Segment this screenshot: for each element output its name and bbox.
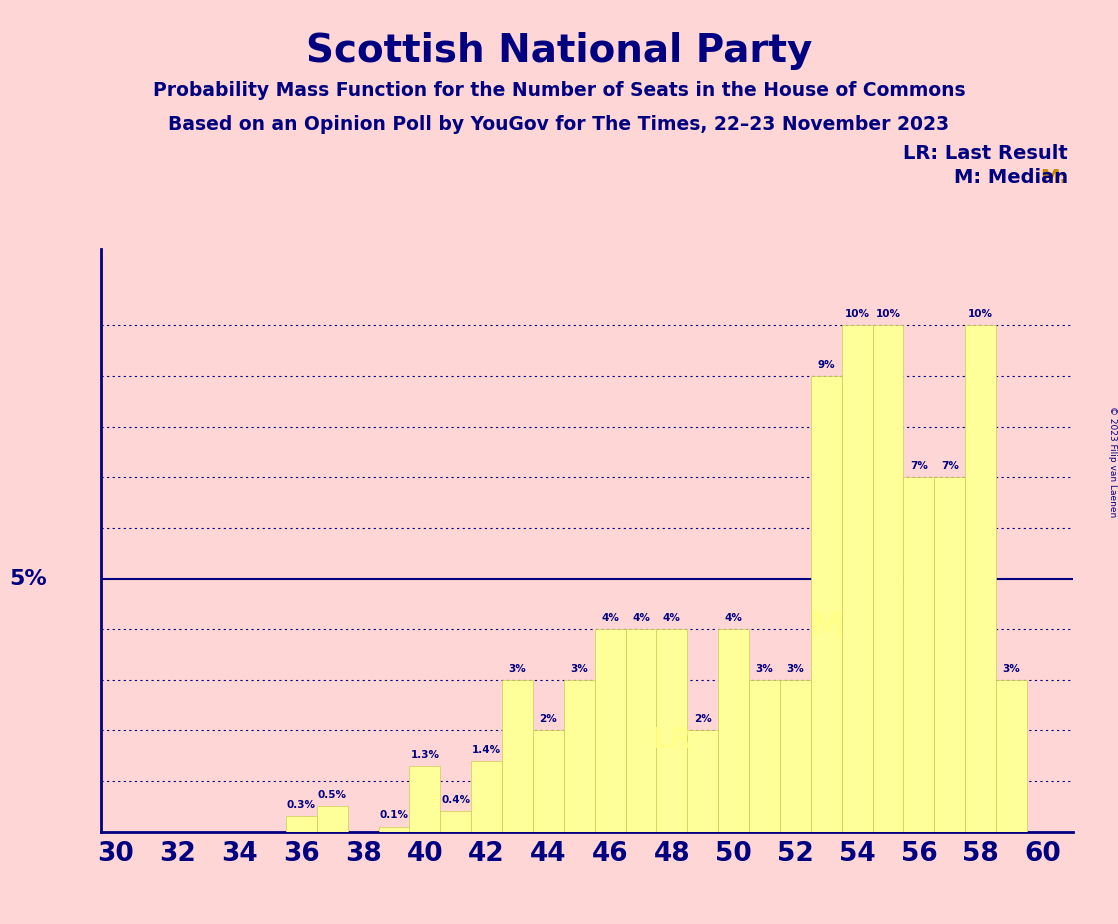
Bar bbox=[965, 325, 996, 832]
Bar bbox=[749, 680, 780, 832]
Text: 0.3%: 0.3% bbox=[287, 800, 315, 810]
Text: M: Median: M: Median bbox=[954, 168, 1068, 188]
Text: 10%: 10% bbox=[968, 310, 993, 320]
Text: 0.4%: 0.4% bbox=[442, 796, 471, 806]
Text: 4%: 4% bbox=[663, 613, 681, 623]
Text: 3%: 3% bbox=[756, 663, 774, 674]
Bar bbox=[780, 680, 811, 832]
Bar bbox=[563, 680, 595, 832]
Text: 1.3%: 1.3% bbox=[410, 749, 439, 760]
Text: 4%: 4% bbox=[632, 613, 650, 623]
Text: 7%: 7% bbox=[910, 461, 928, 471]
Bar bbox=[440, 811, 471, 832]
Bar bbox=[996, 680, 1027, 832]
Text: M:: M: bbox=[1041, 168, 1068, 188]
Text: LR: Last Result: LR: Last Result bbox=[903, 144, 1068, 164]
Bar bbox=[409, 766, 440, 832]
Text: 3%: 3% bbox=[1003, 663, 1021, 674]
Text: 2%: 2% bbox=[694, 714, 712, 724]
Text: 9%: 9% bbox=[817, 360, 835, 370]
Bar bbox=[811, 376, 842, 832]
Text: LR: LR bbox=[653, 726, 691, 755]
Text: M: M bbox=[808, 610, 844, 644]
Text: 10%: 10% bbox=[875, 310, 900, 320]
Text: 3%: 3% bbox=[570, 663, 588, 674]
Bar bbox=[626, 629, 656, 832]
Bar bbox=[502, 680, 533, 832]
Text: 3%: 3% bbox=[786, 663, 804, 674]
Bar bbox=[656, 629, 688, 832]
Bar bbox=[533, 730, 563, 832]
Text: Probability Mass Function for the Number of Seats in the House of Commons: Probability Mass Function for the Number… bbox=[153, 81, 965, 101]
Bar bbox=[935, 478, 965, 832]
Bar bbox=[316, 807, 348, 832]
Bar bbox=[471, 760, 502, 832]
Bar bbox=[718, 629, 749, 832]
Bar bbox=[688, 730, 718, 832]
Text: 10%: 10% bbox=[844, 310, 870, 320]
Bar bbox=[872, 325, 903, 832]
Text: 7%: 7% bbox=[941, 461, 959, 471]
Text: 1.4%: 1.4% bbox=[472, 745, 501, 755]
Bar bbox=[903, 478, 935, 832]
Text: 5%: 5% bbox=[9, 568, 47, 589]
Text: 4%: 4% bbox=[724, 613, 742, 623]
Bar bbox=[379, 827, 409, 832]
Text: 2%: 2% bbox=[540, 714, 557, 724]
Text: 4%: 4% bbox=[601, 613, 619, 623]
Bar bbox=[286, 817, 316, 832]
Text: © 2023 Filip van Laenen: © 2023 Filip van Laenen bbox=[1108, 407, 1117, 517]
Bar bbox=[595, 629, 626, 832]
Bar bbox=[842, 325, 872, 832]
Text: Based on an Opinion Poll by YouGov for The Times, 22–23 November 2023: Based on an Opinion Poll by YouGov for T… bbox=[169, 116, 949, 135]
Text: Scottish National Party: Scottish National Party bbox=[306, 32, 812, 70]
Text: 3%: 3% bbox=[509, 663, 527, 674]
Text: 0.1%: 0.1% bbox=[379, 810, 408, 821]
Text: 0.5%: 0.5% bbox=[318, 790, 347, 800]
